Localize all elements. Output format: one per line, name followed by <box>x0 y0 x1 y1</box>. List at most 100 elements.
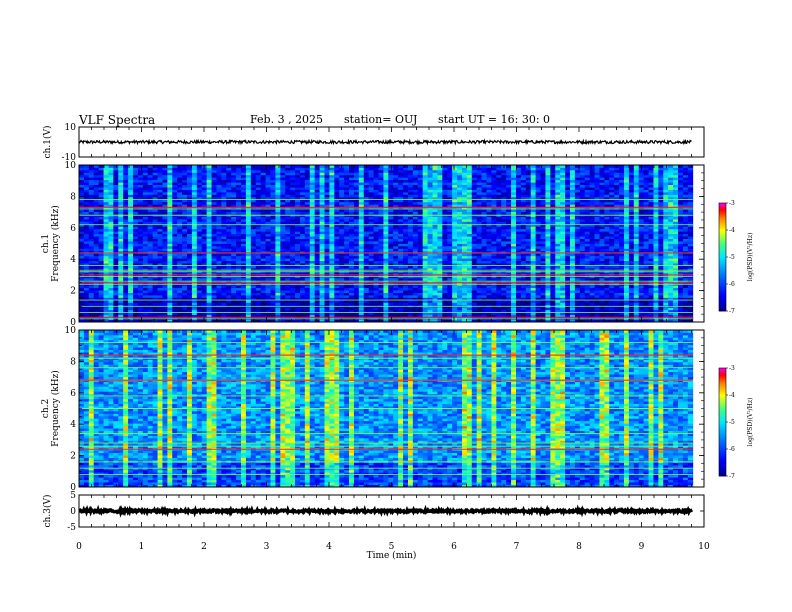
psd-cell <box>299 211 306 215</box>
psd-cell <box>393 253 399 257</box>
psd-cell <box>245 263 252 266</box>
psd-cell <box>250 187 257 190</box>
psd-cell <box>299 245 306 249</box>
psd-cell <box>324 206 330 210</box>
psd-cell <box>83 177 90 181</box>
psd-cell <box>103 194 109 198</box>
psd-cell <box>290 253 296 257</box>
psd-cell <box>280 209 286 213</box>
psd-cell <box>309 299 316 303</box>
psd-cell <box>299 292 306 296</box>
psd-cell <box>373 250 379 254</box>
psd-cell <box>378 174 384 178</box>
psd-cell <box>79 165 85 168</box>
psd-cell <box>108 206 114 210</box>
psd-cell <box>211 307 217 311</box>
psd-cell <box>93 179 100 183</box>
date-label: Feb. 3 , 2025 <box>250 113 324 126</box>
psd-cell <box>250 189 257 193</box>
psd-cell <box>157 307 163 311</box>
psd-cell <box>290 277 296 281</box>
psd-cell <box>108 172 114 176</box>
psd-cell <box>162 302 168 306</box>
psd-cell <box>236 238 242 242</box>
psd-cell <box>255 302 262 306</box>
psd-cell <box>182 258 188 262</box>
psd-cell <box>378 226 384 230</box>
psd-cell <box>304 221 311 225</box>
psd-cell <box>412 206 419 210</box>
psd-cell <box>216 196 222 200</box>
psd-cell <box>196 226 203 230</box>
psd-cell <box>172 250 178 254</box>
psd-cell <box>304 199 311 203</box>
psd-cell <box>236 299 242 303</box>
psd-cell <box>417 302 424 306</box>
psd-cell <box>388 201 394 205</box>
psd-cell <box>412 211 419 215</box>
psd-cell <box>236 287 242 291</box>
psd-cell <box>113 204 119 208</box>
psd-cell <box>447 241 453 244</box>
psd-cell <box>432 314 438 318</box>
psd-cell <box>113 285 119 289</box>
psd-cell <box>393 297 399 301</box>
psd-cell <box>260 302 266 306</box>
psd-cell <box>304 165 311 168</box>
psd-cell <box>299 189 306 193</box>
psd-cell <box>93 199 100 203</box>
psd-cell <box>295 221 301 225</box>
psd-cell <box>167 182 173 186</box>
psd-cell <box>206 169 212 173</box>
psd-cell <box>442 285 448 289</box>
psd-cell <box>152 187 158 190</box>
psd-cell <box>113 194 119 198</box>
psd-cell <box>79 314 85 318</box>
psd-cell <box>388 258 394 262</box>
psd-cell <box>241 255 247 259</box>
psd-cell <box>123 260 129 264</box>
psd-cell <box>299 191 306 195</box>
psd-cell <box>187 172 193 176</box>
psd-cell <box>216 290 222 293</box>
psd-cell <box>83 199 90 203</box>
psd-cell <box>128 268 134 271</box>
psd-cell <box>324 265 330 269</box>
psd-cell <box>304 290 311 293</box>
psd-cell <box>177 189 183 193</box>
psd-cell <box>309 302 316 306</box>
psd-cell <box>295 209 301 213</box>
psd-cell <box>172 172 178 176</box>
psd-cell <box>157 169 163 173</box>
psd-cell <box>353 165 360 168</box>
psd-cell <box>368 231 374 235</box>
psd-cell <box>437 228 443 232</box>
psd-cell <box>427 255 433 259</box>
psd-cell <box>280 287 286 291</box>
psd-cell <box>172 307 178 311</box>
psd-cell <box>309 204 316 208</box>
psd-cell <box>442 184 448 188</box>
psd-cell <box>157 243 163 247</box>
psd-cell <box>201 206 208 210</box>
psd-cell <box>314 253 320 257</box>
psd-cell <box>123 189 129 193</box>
psd-cell <box>427 309 433 313</box>
psd-cell <box>93 290 100 293</box>
psd-cell <box>79 172 85 176</box>
psd-cell <box>147 233 154 237</box>
psd-cell <box>280 204 286 208</box>
psd-cell <box>334 165 340 168</box>
psd-cell <box>216 179 222 183</box>
psd-cell <box>353 248 360 252</box>
psd-cell <box>133 187 139 190</box>
psd-cell <box>103 204 109 208</box>
psd-cell <box>373 248 379 252</box>
psd-cell <box>226 209 232 213</box>
psd-cell <box>285 221 291 225</box>
psd-cell <box>349 177 355 181</box>
psd-cell <box>309 189 316 193</box>
psd-cell <box>403 184 409 188</box>
psd-cell <box>349 245 355 249</box>
psd-cell <box>270 165 276 168</box>
